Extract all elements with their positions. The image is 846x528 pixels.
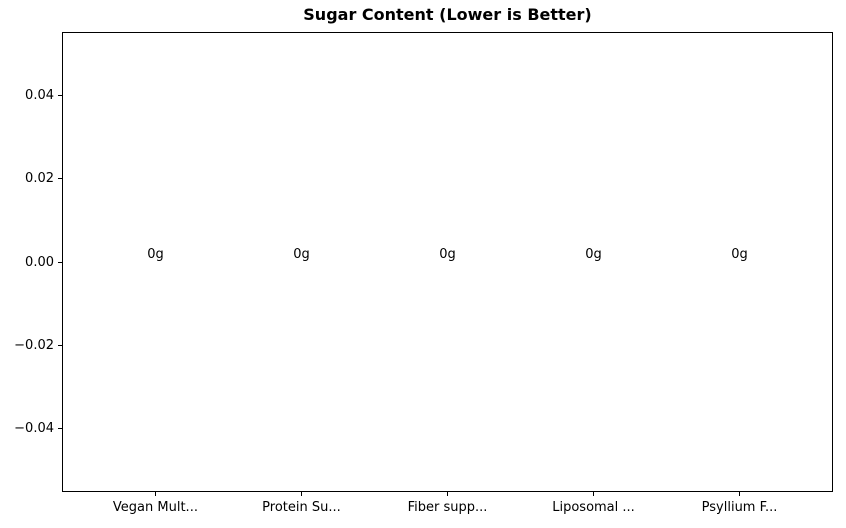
y-tick-mark [58, 261, 62, 263]
x-tick-mark [300, 492, 302, 496]
chart-title: Sugar Content (Lower is Better) [303, 5, 592, 24]
y-tick-mark [58, 344, 62, 346]
x-tick-mark [154, 492, 156, 496]
x-tick-mark [593, 492, 595, 496]
x-tick-mark [447, 492, 448, 496]
plot-area [62, 32, 833, 492]
y-tick-mark [58, 427, 62, 429]
x-tick-label: Protein Su... [262, 500, 341, 515]
x-tick-label: Fiber supp... [407, 500, 488, 515]
bar-value-label: 0g [731, 247, 748, 262]
x-tick-label: Vegan Mult... [112, 500, 198, 515]
bar-value-label: 0g [439, 247, 456, 262]
y-tick-label: 0.04 [25, 88, 54, 104]
bar-value-label: 0g [293, 247, 310, 262]
x-tick-mark [739, 492, 741, 496]
y-tick-mark [58, 178, 62, 180]
y-tick-label: −0.02 [14, 337, 54, 353]
y-tick-label: 0.00 [25, 254, 54, 270]
y-tick-mark [58, 95, 62, 97]
bar-value-label: 0g [585, 247, 602, 262]
x-tick-label: Psyllium F... [701, 500, 778, 515]
x-tick-label: Liposomal ... [552, 500, 635, 515]
y-tick-label: 0.02 [25, 171, 54, 187]
bar-value-label: 0g [147, 247, 164, 262]
y-tick-label: −0.04 [14, 420, 54, 436]
